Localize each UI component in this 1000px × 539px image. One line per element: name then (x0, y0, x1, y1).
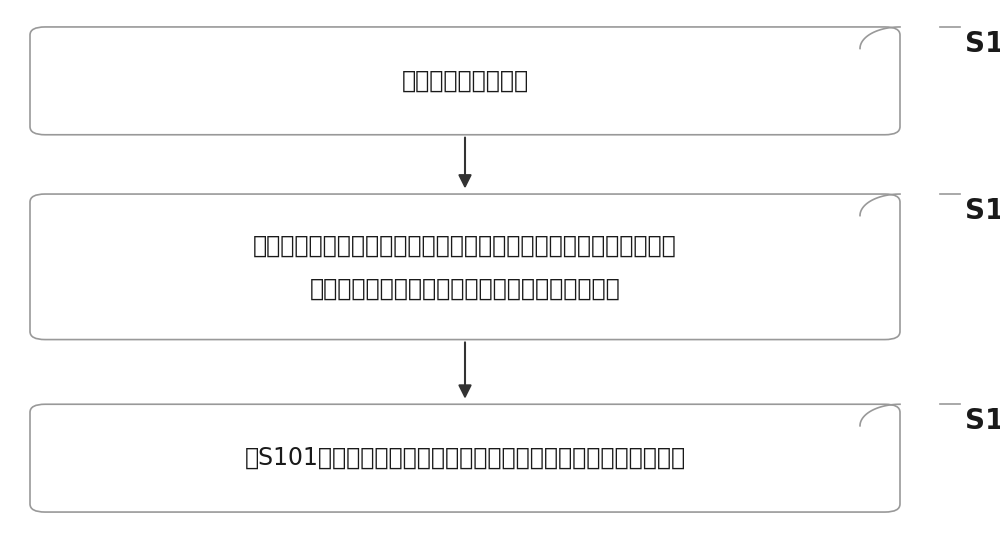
Text: S101: S101 (965, 30, 1000, 58)
FancyBboxPatch shape (30, 194, 900, 340)
Text: S102: S102 (965, 197, 1000, 225)
Text: S103: S103 (965, 407, 1000, 435)
Text: 将S101得到的生物炭投加到含多环芳烃的废水厘氧生物处理系统内: 将S101得到的生物炭投加到含多环芳烃的废水厘氧生物处理系统内 (244, 446, 686, 470)
FancyBboxPatch shape (30, 27, 900, 135)
FancyBboxPatch shape (30, 404, 900, 512)
Text: 制备生物质基生物炭: 制备生物质基生物炭 (401, 69, 529, 93)
Text: 准备厘氧发酵瓶，并向瓶内加入一定量的厘氧污泥、营养液、多环芳
烃废水，形成含多环芳烃的废水厘氧生物处理系统: 准备厘氧发酵瓶，并向瓶内加入一定量的厘氧污泥、营养液、多环芳 烃废水，形成含多环… (253, 233, 677, 300)
